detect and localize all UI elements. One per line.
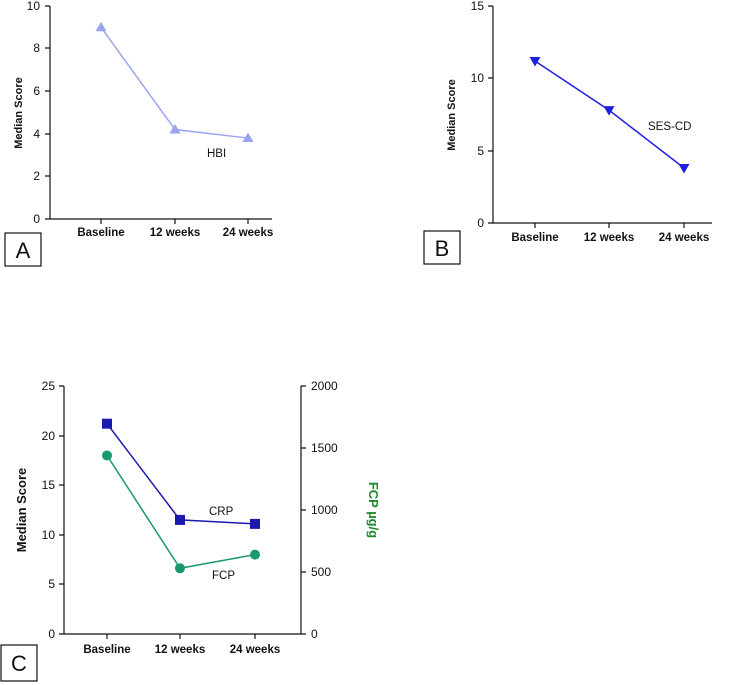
panel-c-label-box [0,644,38,682]
panel-b-ytick: 0 [477,216,484,230]
panel-c-y2tick: 1500 [311,441,338,455]
panel-c: Median Score 0 5 10 15 20 25 0 500 1000 … [0,379,381,682]
panel-c-y2ticks: 0 500 1000 1500 2000 [311,379,338,641]
panel-b-sescd-label: SES-CD [648,121,691,133]
panel-b-sescd-point [529,56,541,67]
panel-a-hbi-label: HBI [207,148,226,160]
panel-c-y2label: FCP µg/g [366,482,381,538]
panel-c-x-axis [64,633,301,639]
panel-a-label: A [16,238,31,263]
panel-a-hbi-point [95,21,107,32]
panel-c-yticks: 0 5 10 15 20 25 [42,379,56,641]
panel-a-hbi-line [100,26,249,139]
panel-c-fcp-point [250,549,260,560]
panel-b-ytick: 10 [471,71,485,85]
panel-c-label: C [11,651,27,676]
panel-c-crp-point [250,518,260,529]
panel-c-crp-point [102,418,112,429]
panel-b-sescd-point [678,164,690,174]
panel-a-xtick: Baseline [77,227,124,239]
panel-a-hbi-point [242,132,254,143]
panel-c-xtick: Baseline [83,644,130,656]
panel-a-xtick: 12 weeks [150,227,201,239]
panel-b-ytick: 15 [471,0,485,13]
panel-a-ylabel: Median Score [13,77,25,149]
panel-b-xtick: Baseline [511,232,558,244]
panel-c-y-axis-right [300,385,306,635]
panel-b-xtick: 24 weeks [659,232,710,244]
panel-a-y-axis [45,5,51,220]
panel-c-y2tick: 500 [311,565,331,579]
panel-c-fcp-label: FCP [212,570,235,582]
panel-c-ytick: 0 [48,627,55,641]
panel-c-fcp-markers [102,450,260,574]
panel-c-ytick: 25 [42,379,56,393]
panel-a-label-box [4,232,42,267]
panel-a: Median Score 0 2 4 6 8 10 Baseline 12 we… [4,0,274,267]
panel-a-x-axis [50,218,272,224]
panel-a-hbi-markers [95,21,254,143]
panel-b: Median Score 0 5 10 15 Baseline 12 weeks… [423,0,712,265]
panel-b-yticks: 0 5 10 15 [471,0,485,230]
panel-c-xtick: 24 weeks [230,644,281,656]
panel-c-fcp-point [175,563,185,574]
panel-b-xtick: 12 weeks [584,232,635,244]
panel-b-y-axis [488,5,494,224]
panel-c-ytick: 15 [42,478,56,492]
panel-c-ytick: 20 [42,429,56,443]
panel-c-y2tick: 2000 [311,379,338,393]
panel-b-ylabel: Median Score [446,79,458,151]
panel-c-ylabel: Median Score [14,468,29,553]
panel-c-y2tick: 0 [311,627,318,641]
panel-c-crp-point [175,514,185,525]
panel-c-ytick: 5 [48,577,55,591]
panel-c-ytick: 10 [42,528,56,542]
panel-b-x-axis [493,222,712,228]
panel-a-ytick: 6 [33,84,40,98]
panel-a-ytick: 0 [33,212,40,226]
panel-b-sescd-markers [529,56,690,174]
panel-a-ytick: 2 [33,169,40,183]
panel-a-yticks: 0 2 4 6 8 10 [27,0,41,226]
panel-b-sescd-point [603,106,615,116]
panel-c-fcp-point [102,450,112,461]
panel-c-y-axis-left [59,385,65,635]
panel-a-ytick: 4 [33,127,40,141]
panel-c-crp-markers [102,418,260,529]
panel-a-ytick: 8 [33,41,40,55]
panel-b-label-box [423,230,461,265]
panel-a-xtick: 24 weeks [223,227,274,239]
panel-c-y2tick: 1000 [311,503,338,517]
panel-c-xtick: 12 weeks [155,644,206,656]
panel-c-crp-label: CRP [209,506,234,518]
panel-b-ytick: 5 [477,144,484,158]
panel-a-hbi-point [169,124,181,134]
panel-b-label: B [435,236,450,261]
panel-a-ytick: 10 [27,0,41,13]
